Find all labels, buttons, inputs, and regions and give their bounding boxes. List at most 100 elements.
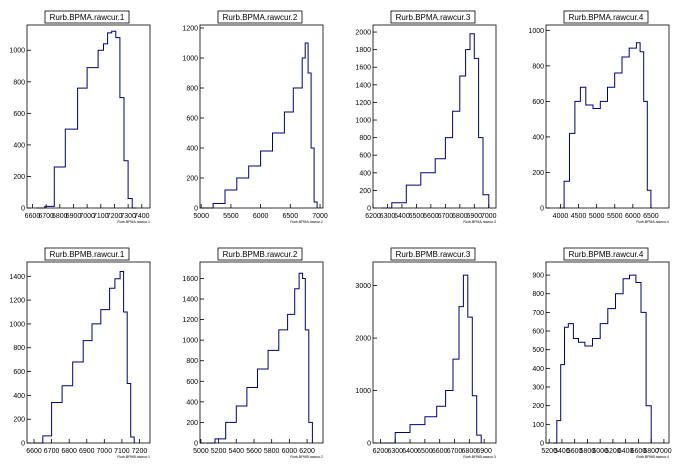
y-tick-label: 400 (186, 146, 198, 153)
y-tick-label: 1400 (355, 82, 371, 89)
x-tick-label: 6600 (631, 448, 647, 455)
y-tick-label: 0 (540, 206, 544, 213)
x-tick-label: 6700 (44, 448, 60, 455)
x-tick-label: 6700 (38, 213, 54, 220)
y-tick-label: 800 (532, 291, 544, 298)
y-tick-label: 400 (13, 393, 25, 400)
y-tick-label: 400 (532, 134, 544, 141)
x-axis-title: Rurb.BPMA.rawcur.4 (636, 220, 669, 224)
x-tick-label: 7000 (79, 213, 95, 220)
y-tick-label: 600 (186, 116, 198, 123)
x-tick-label: 6000 (625, 213, 641, 220)
title-box (217, 247, 303, 261)
y-tick-label: 400 (532, 366, 544, 373)
y-tick-label: 300 (532, 385, 544, 392)
histogram-pad-8: Rurb.BPMB.rawcur.45200540056005800600062… (532, 247, 672, 459)
x-axis-title: Rurb.BPMB.rawcur.2 (290, 455, 323, 459)
x-tick-label: 6400 (618, 448, 634, 455)
histogram-line (380, 274, 482, 444)
axis-frame (199, 24, 324, 209)
y-tick-label: 600 (359, 153, 371, 160)
axis-frame (372, 24, 497, 209)
y-tick-label: 600 (13, 111, 25, 118)
x-tick-label: 6000 (253, 213, 269, 220)
y-tick-label: 200 (186, 420, 198, 427)
axis-frame (26, 24, 151, 209)
pad-title: Rurb.BPMA.rawcur.1 (50, 13, 125, 22)
y-tick-label: 2000 (355, 336, 371, 343)
title-box (217, 10, 303, 24)
x-tick-label: 6600 (432, 448, 448, 455)
x-tick-label: 6500 (409, 213, 425, 220)
x-tick-label: 5800 (264, 448, 280, 455)
histogram-line (36, 30, 137, 209)
x-tick-label: 7200 (132, 448, 148, 455)
histogram-line (34, 271, 135, 444)
pad-title: Rurb.BPMB.rawcur.3 (396, 250, 471, 259)
y-tick-label: 500 (532, 347, 544, 354)
x-tick-label: 6800 (52, 213, 68, 220)
x-tick-label: 6900 (79, 448, 95, 455)
y-tick-label: 800 (186, 86, 198, 93)
axis-frame (26, 261, 151, 444)
histogram-pad-7: Rurb.BPMB.rawcur.3 6200 6300 6400 6500 6600 67… (355, 247, 497, 459)
y-tick-label: 600 (13, 369, 25, 376)
x-tick-label: 6500 (643, 213, 659, 220)
x-tick-label: 6800 (643, 448, 659, 455)
y-tick-label: 2000 (355, 30, 371, 37)
x-axis-title: Rurb.BPMA.rawcur.1 (117, 220, 150, 224)
y-tick-label: 1000 (182, 338, 198, 345)
x-tick-label: 6000 (282, 448, 298, 455)
y-tick-label: 0 (367, 441, 371, 448)
x-axis-title: Rurb.BPMA.rawcur.2 (290, 220, 323, 224)
x-tick-label: 4500 (571, 213, 587, 220)
x-tick-label: 7000 (656, 448, 672, 455)
x-tick-label: 5000 (193, 448, 209, 455)
x-tick-label: 6000 (592, 448, 608, 455)
y-tick-label: 400 (359, 170, 371, 177)
pad-title: Rurb.BPMB.rawcur.2 (223, 250, 298, 259)
x-tick-label: 6800 (61, 448, 77, 455)
x-tick-label: 6600 (423, 213, 439, 220)
y-tick-label: 400 (186, 399, 198, 406)
y-tick-label: 1000 (182, 56, 198, 63)
y-tick-label: 800 (13, 345, 25, 352)
y-tick-label: 1200 (182, 26, 198, 33)
title-box (563, 247, 649, 261)
y-tick-label: 1600 (182, 276, 198, 283)
x-tick-label: 7200 (107, 213, 123, 220)
x-tick-label: 5600 (567, 448, 583, 455)
histogram-line (553, 274, 652, 444)
y-tick-label: 1000 (355, 388, 371, 395)
y-tick-label: 0 (367, 206, 371, 213)
y-tick-label: 200 (532, 170, 544, 177)
axis-frame (199, 261, 324, 444)
y-tick-label: 200 (359, 188, 371, 195)
y-tick-label: 800 (186, 358, 198, 365)
y-tick-label: 200 (186, 176, 198, 183)
histogram-pad-5: Rurb.BPMB.rawcur.1 6600 6700 6800 6900 7000 71… (9, 247, 151, 459)
x-tick-label: 6200 (605, 448, 621, 455)
axis-frame (545, 24, 670, 209)
y-tick-label: 100 (532, 422, 544, 429)
x-tick-label: 5200 (211, 448, 227, 455)
x-tick-label: 5400 (554, 448, 570, 455)
x-tick-label: 7000 (481, 213, 497, 220)
x-tick-label: 7300 (120, 213, 136, 220)
title-box (563, 10, 649, 24)
y-tick-label: 1000 (355, 118, 371, 125)
x-tick-label: 5500 (607, 213, 623, 220)
y-tick-label: 0 (21, 441, 25, 448)
histogram-line (201, 42, 318, 209)
y-tick-label: 1200 (182, 317, 198, 324)
x-axis-title: Rurb.BPMA.rawcur.3 (463, 220, 496, 224)
x-axis-title: Rurb.BPMB.rawcur.3 (463, 455, 496, 459)
x-axis-title: Rurb.BPMB.rawcur.4 (636, 455, 669, 459)
x-tick-label: 6200 (373, 448, 389, 455)
y-tick-label: 200 (13, 174, 25, 181)
y-tick-label: 1200 (355, 100, 371, 107)
x-tick-label: 6800 (452, 213, 468, 220)
y-tick-label: 900 (532, 273, 544, 280)
